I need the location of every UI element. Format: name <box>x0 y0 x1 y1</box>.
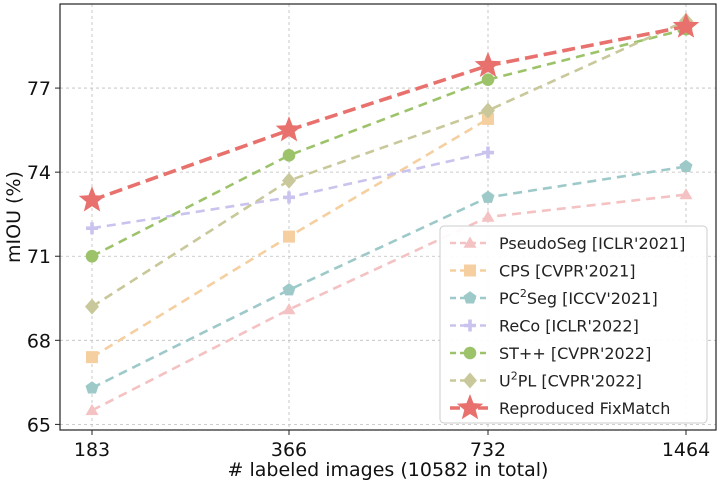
data-point-circle <box>85 249 99 263</box>
series-layer <box>78 12 700 416</box>
series-reco-iclr-2022- <box>86 146 494 235</box>
data-point-square <box>482 112 494 125</box>
data-point-square <box>86 351 98 364</box>
legend-item: CPS [CVPR'2021] <box>450 262 636 281</box>
data-point-plus <box>482 146 494 159</box>
data-point-star <box>474 51 502 77</box>
legend-marker-circle <box>463 346 477 360</box>
legend-item: ST++ [CVPR'2022] <box>450 344 651 363</box>
data-point-star <box>275 116 303 142</box>
series-reproduced-fixmatch <box>78 12 700 212</box>
y-axis-label: mIOU (%) <box>3 171 25 263</box>
series-line <box>91 193 687 412</box>
y-tick-label: 68 <box>27 330 51 352</box>
y-tick-label: 65 <box>27 414 51 436</box>
y-tick-label: 74 <box>27 162 51 184</box>
data-point-plus <box>86 222 98 235</box>
data-point-square <box>283 230 295 243</box>
legend: PseudoSeg [ICLR'2021] CPS [CVPR'2021] PC2S… <box>439 225 708 424</box>
legend-label: ST++ [CVPR'2022] <box>499 344 651 363</box>
data-point-diamond <box>85 298 99 315</box>
x-tick-label: 1464 <box>662 439 710 461</box>
data-point-star <box>672 12 700 38</box>
x-tick-label: 183 <box>74 439 110 461</box>
x-tick-label: 732 <box>470 439 506 461</box>
legend-box <box>439 225 708 424</box>
series-line <box>91 165 687 390</box>
data-point-diamond <box>282 172 296 189</box>
y-tick-label: 77 <box>27 78 51 100</box>
series-line <box>91 24 687 202</box>
legend-marker-square <box>464 264 476 277</box>
y-axis: 65 68 71 74 77 <box>27 78 60 436</box>
legend-label: PC2Seg [ICCV'2021] <box>499 287 658 308</box>
data-point-circle <box>481 73 495 86</box>
data-point-pentagon <box>282 283 296 296</box>
x-axis: 183 366 732 1464 <box>74 430 710 461</box>
series-pc2seg-iccv-2021- <box>85 159 693 394</box>
legend-marker-plus <box>464 319 476 332</box>
data-point-pentagon <box>679 159 693 173</box>
legend-item: PC2Seg [ICCV'2021] <box>450 287 658 308</box>
plot-frame <box>59 3 717 431</box>
legend-label: Reproduced FixMatch <box>499 399 670 418</box>
y-tick-label: 71 <box>27 246 51 268</box>
data-point-triangle <box>481 210 495 222</box>
legend-label: CPS [CVPR'2021] <box>499 262 636 281</box>
data-point-triangle <box>679 188 693 200</box>
series-cps-cvpr-2021- <box>86 112 494 364</box>
data-point-triangle <box>85 403 99 416</box>
x-tick-label: 366 <box>271 439 307 461</box>
data-point-plus <box>283 191 295 204</box>
legend-item: ReCo [ICLR'2022] <box>450 317 639 336</box>
data-point-pentagon <box>481 190 495 203</box>
legend-label: U2PL [CVPR'2022] <box>499 370 642 391</box>
x-axis-label: # labeled images (10582 in total) <box>228 459 549 481</box>
series-pseudoseg-iclr-2021- <box>85 188 693 416</box>
data-point-diamond <box>481 102 495 119</box>
legend-marker-triangle <box>463 236 477 248</box>
series-line <box>91 151 489 230</box>
legend-marker-diamond <box>463 372 477 389</box>
data-point-star <box>78 186 106 212</box>
legend-marker-star <box>456 394 484 420</box>
data-point-pentagon <box>85 381 99 394</box>
legend-item: U2PL [CVPR'2022] <box>450 370 642 391</box>
series-line <box>91 27 687 258</box>
legend-label: ReCo [ICLR'2022] <box>499 317 639 336</box>
legend-item: Reproduced FixMatch <box>450 394 670 420</box>
legend-marker-pentagon <box>463 291 477 304</box>
legend-label: PseudoSeg [ICLR'2021] <box>499 234 685 253</box>
legend-item: PseudoSeg [ICLR'2021] <box>450 234 685 253</box>
data-point-triangle <box>282 303 296 315</box>
data-point-circle <box>282 149 296 162</box>
